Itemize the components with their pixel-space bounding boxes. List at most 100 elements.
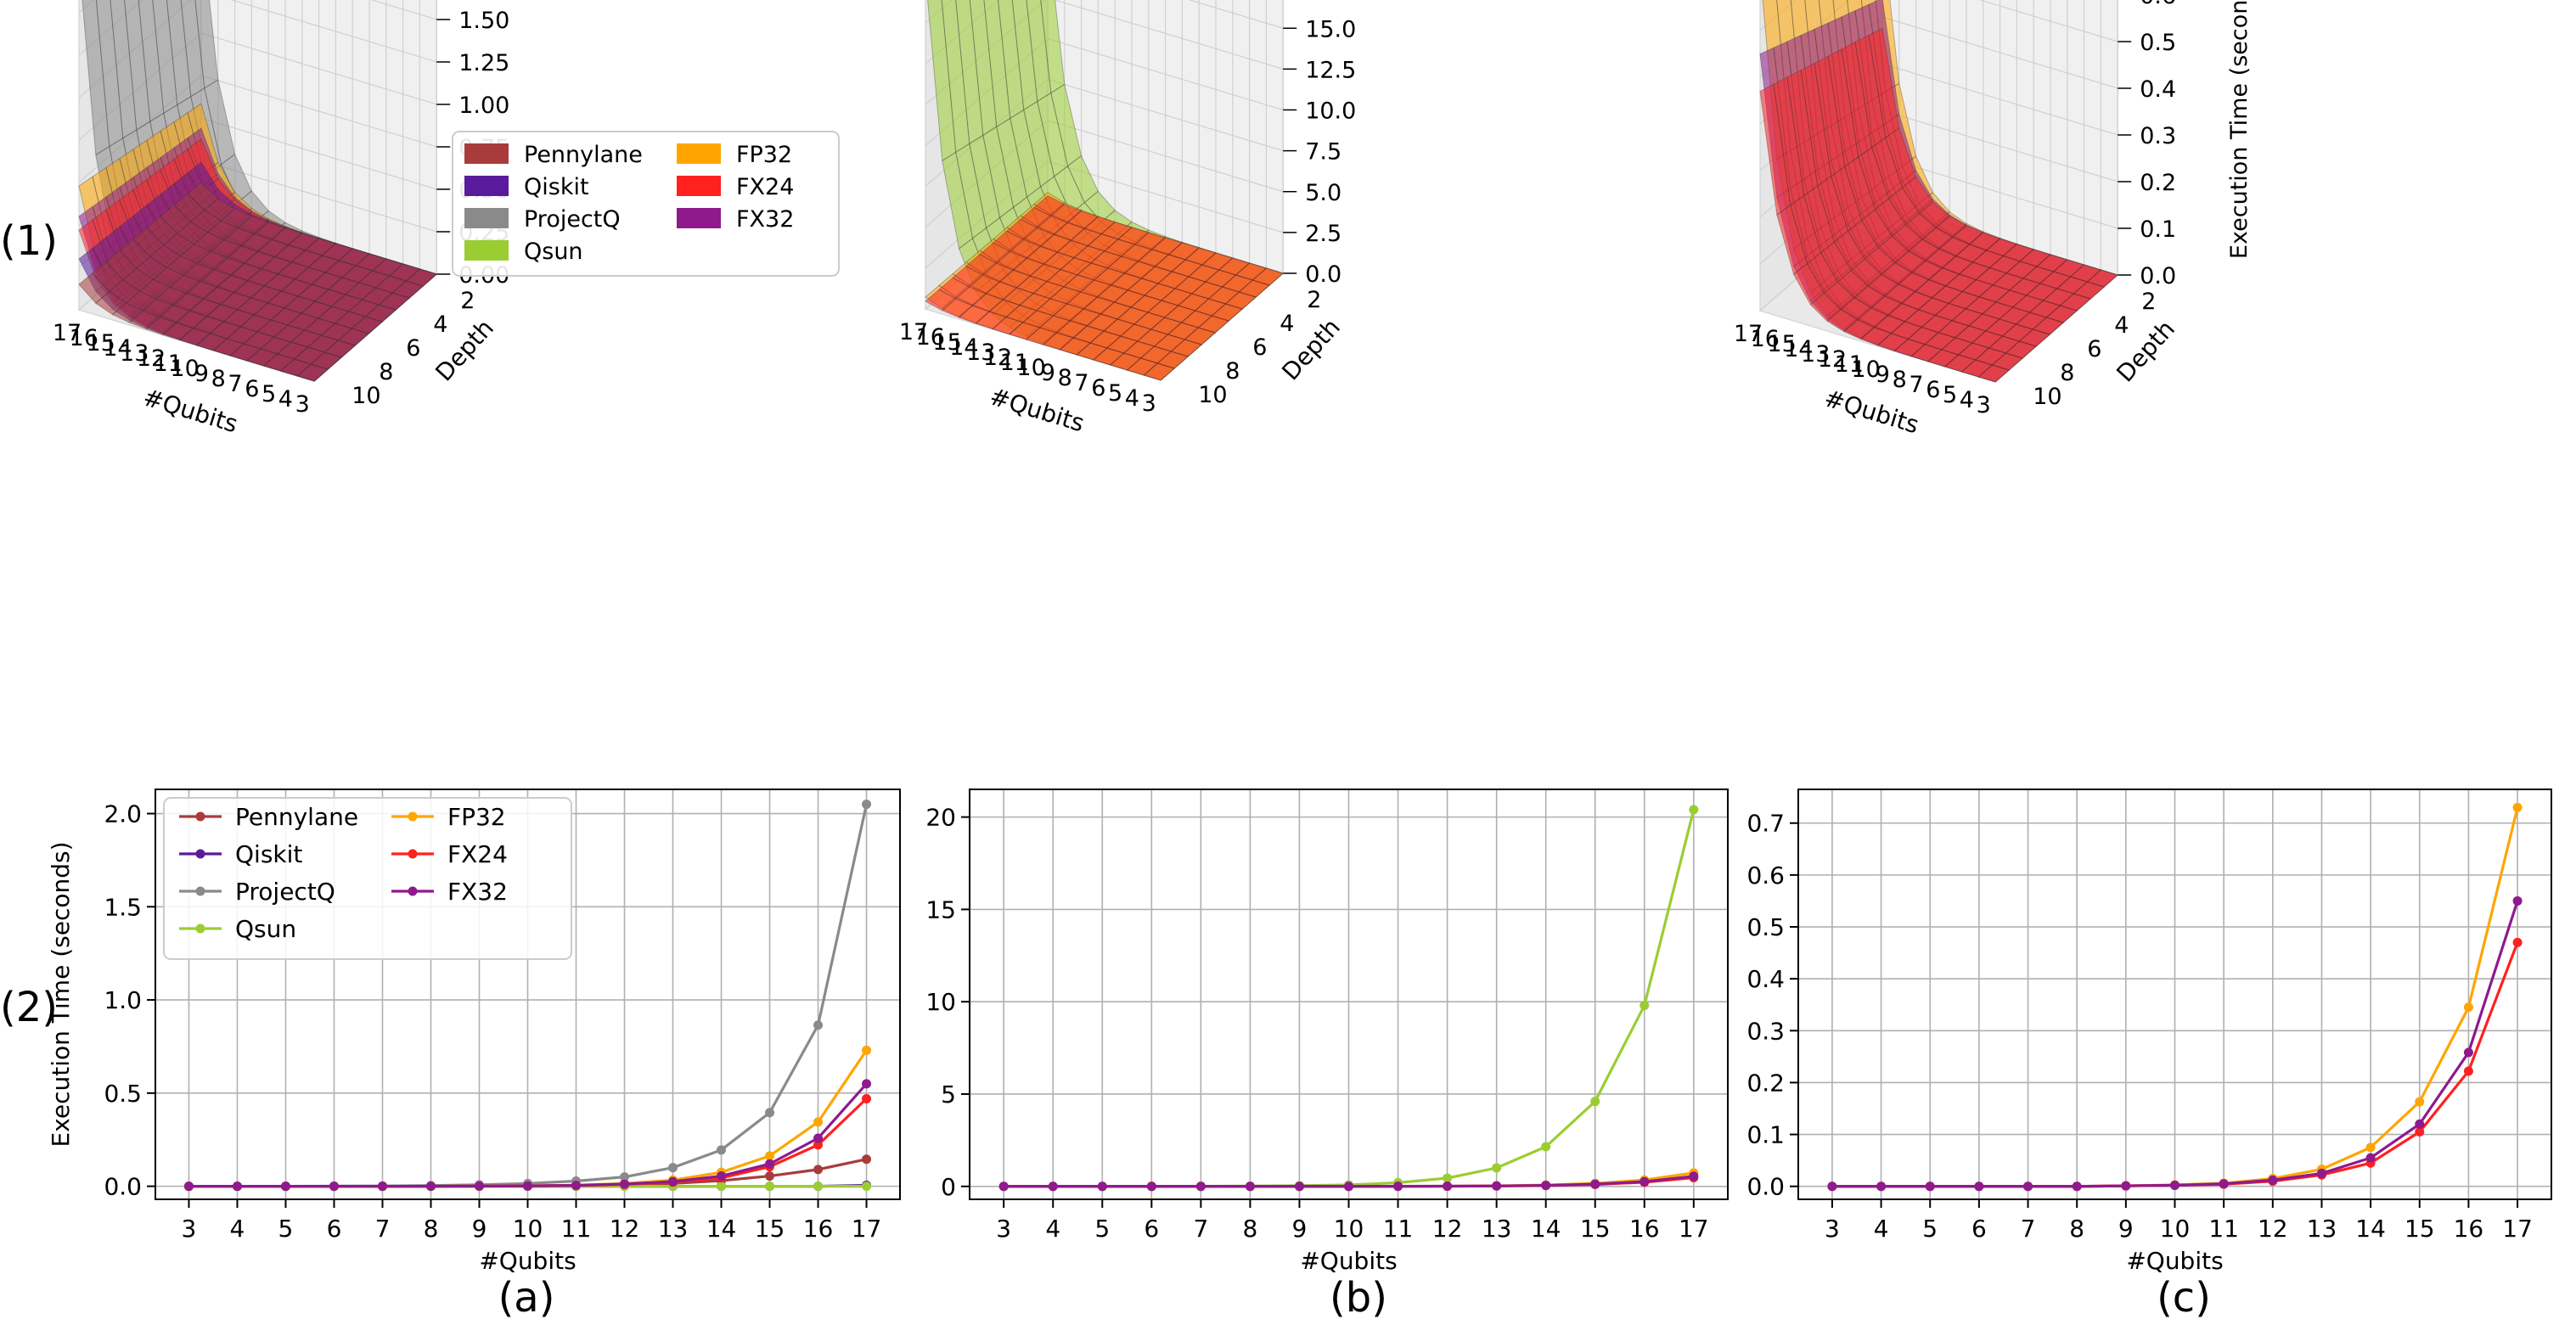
x-axis-label: #Qubits	[1821, 384, 1922, 439]
x-tick-label: 8	[1058, 365, 1072, 391]
wall-grid	[1881, 16, 2118, 89]
y-tick-label: 4	[433, 312, 447, 338]
x-tick-label: 14	[1531, 1215, 1561, 1243]
legend-entry-qiskit: Qiskit	[235, 840, 302, 868]
legend-marker-qsun	[195, 923, 205, 934]
legend-swatch-qsun	[464, 240, 509, 261]
z-tick-label: 15.0	[1305, 16, 1356, 42]
x-tick-label: 15	[2404, 1215, 2435, 1243]
z-tick-label: 10.0	[1305, 98, 1356, 125]
legend-swatch-pennylane	[464, 143, 509, 164]
point-fx24	[2512, 937, 2523, 947]
x-tick-label: 13	[120, 340, 149, 367]
x-axis-label: #Qubits	[987, 382, 1088, 437]
x-tick-label: 13	[1801, 341, 1830, 368]
y-tick-label: 0.5	[1746, 913, 1785, 941]
point-projectq	[668, 1163, 678, 1173]
legend-swatch-qiskit	[464, 176, 509, 196]
legend: Pennylane Qiskit ProjectQ Qsun FP32 FX24 FX32	[452, 131, 840, 277]
x-tick-label: 4	[278, 386, 293, 413]
point-fx32	[2170, 1180, 2179, 1190]
z-tick-label: 17.5	[1305, 0, 1356, 2]
point-fx32	[1393, 1181, 1403, 1192]
y-tick-label: 0.6	[1746, 862, 1785, 890]
line-chart-2-a: 3 4 5 6 7 8 9 10 11 12 13 14 15 16 17 0.0 0.5 1.0 1.5 2.0 #Q…	[47, 789, 901, 1275]
x-tick-label: 3	[1142, 390, 1156, 417]
point-qsun	[1492, 1163, 1502, 1173]
point-qsun	[1541, 1142, 1551, 1152]
x-tick-label: 7	[375, 1215, 391, 1243]
y-tick-label: 6	[406, 335, 420, 362]
x-tick-label: 15	[1580, 1215, 1611, 1243]
z-tick-label: 0.6	[2140, 0, 2176, 9]
point-fx32	[425, 1181, 436, 1192]
x-tick-label: 13	[658, 1215, 689, 1243]
y-tick-label: 0	[941, 1173, 956, 1201]
x-tick-label: 16	[2454, 1215, 2484, 1243]
y-tick-label: 2.0	[104, 800, 142, 828]
x-axis-label: #Qubits	[140, 383, 241, 438]
x-tick-label: 4	[1045, 1215, 1060, 1243]
surface-plots-row: 0.000.250.500.751.001.251.501.752.001716…	[53, 0, 2253, 439]
legend-entry-qiskit: Qiskit	[524, 174, 589, 200]
x-tick-label: 11	[2208, 1215, 2239, 1243]
point-fx32	[620, 1179, 630, 1189]
x-tick-label: 9	[194, 361, 209, 387]
legend-swatch-fx24	[677, 176, 721, 196]
x-tick-label: 9	[472, 1215, 487, 1243]
point-fx32	[717, 1171, 727, 1181]
point-fx32	[1443, 1181, 1453, 1192]
point-fx32	[2463, 1047, 2473, 1058]
point-qsun	[1443, 1173, 1453, 1183]
point-fx32	[668, 1176, 678, 1187]
x-tick-label: 4	[1874, 1215, 1889, 1243]
legend-entry-fp32: FP32	[736, 142, 792, 168]
x-tick-label: 5	[1943, 382, 1957, 408]
x-tick-label: 12	[1818, 346, 1847, 373]
point-projectq	[620, 1172, 630, 1182]
point-fx32	[765, 1159, 775, 1169]
line-chart-2-b: 3 4 5 6 7 8 9 10 11 12 13 14 15 16 17 0 5 10 15 20 #Qubits	[925, 789, 1729, 1275]
wall-grid	[1047, 120, 1284, 193]
point-fx32	[813, 1133, 824, 1143]
x-tick-label: 10	[1851, 356, 1880, 383]
legend-entry-fx32: FX32	[447, 878, 508, 906]
y-tick-label: 8	[1225, 358, 1240, 384]
y-tick-label: 2	[2141, 289, 2156, 315]
wall-grid	[230, 0, 437, 63]
point-pennylane	[765, 1171, 775, 1181]
y-tick-label: 0.1	[1746, 1121, 1785, 1149]
x-tick-label: 7	[228, 371, 242, 397]
point-fx32	[1294, 1181, 1304, 1192]
point-qsun	[1640, 1001, 1650, 1011]
line-plots-row: 3 4 5 6 7 8 9 10 11 12 13 14 15 16 17 0.0 0.5 1.0 1.5 2.0 #Q…	[47, 789, 2552, 1275]
y-tick-label: 0.7	[1746, 810, 1785, 838]
y-tick-label: 4	[2114, 312, 2129, 339]
x-tick-label: 3	[996, 1215, 1011, 1243]
wall-grid	[1188, 0, 1284, 29]
x-tick-label: 17	[53, 320, 82, 346]
y-tick-label: 20	[925, 804, 956, 832]
x-tick-label: 5	[1108, 380, 1122, 407]
wall-grid	[1978, 0, 2118, 42]
y-tick-label: 0.3	[1746, 1017, 1785, 1045]
y-tick-label: 0.5	[104, 1080, 142, 1108]
x-tick-label: 16	[916, 324, 945, 351]
point-fx32	[280, 1181, 290, 1192]
point-fp32	[813, 1117, 824, 1127]
x-tick-label: 5	[1922, 1215, 1938, 1243]
legend-entry-fp32: FP32	[447, 803, 506, 831]
panel-label-a: (a)	[498, 1274, 555, 1319]
x-tick-label: 3	[182, 1215, 197, 1243]
x-tick-label: 3	[1977, 392, 1991, 418]
x-tick-label: 17	[899, 319, 928, 345]
x-tick-label: 4	[230, 1215, 245, 1243]
x-tick-label: 7	[2021, 1215, 2036, 1243]
z-tick-label: 0.0	[2140, 263, 2176, 289]
x-tick-label: 17	[2502, 1215, 2533, 1243]
point-fx32	[1827, 1181, 1837, 1192]
point-fx32	[2415, 1119, 2425, 1129]
point-fx32	[1541, 1181, 1551, 1191]
point-fx32	[2365, 1153, 2376, 1163]
